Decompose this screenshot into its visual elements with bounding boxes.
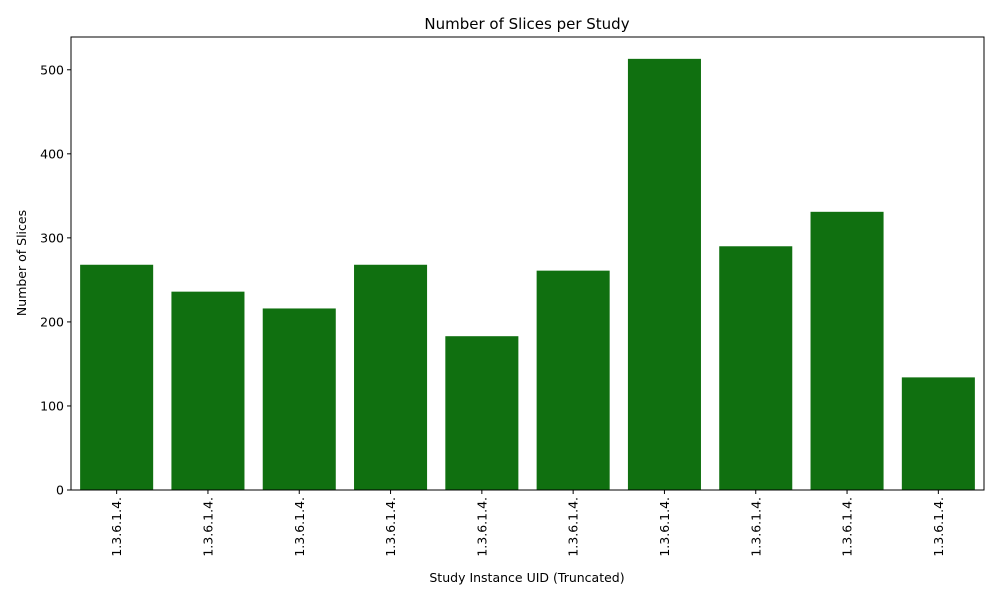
- bar: [262, 308, 336, 490]
- x-tick-label: 1.3.6.1.4.: [748, 497, 763, 557]
- y-tick-label: 200: [40, 314, 64, 329]
- chart-title: Number of Slices per Study: [424, 15, 629, 33]
- bar: [810, 211, 884, 490]
- bar: [80, 264, 154, 490]
- x-tick-label: 1.3.6.1.4.: [840, 497, 855, 557]
- x-tick-label: 1.3.6.1.4.: [383, 497, 398, 557]
- y-tick-label: 500: [40, 62, 64, 77]
- bar: [445, 336, 519, 490]
- bar: [719, 246, 793, 490]
- plot-frame: [70, 36, 985, 491]
- x-axis-label: Study Instance UID (Truncated): [429, 570, 624, 585]
- bar: [627, 58, 701, 491]
- y-axis: 0 100 200 300 400 500: [40, 62, 71, 498]
- x-tick-label: 1.3.6.1.4.: [292, 497, 307, 557]
- bar: [354, 264, 428, 490]
- y-tick-label: 400: [40, 146, 64, 161]
- y-tick-label: 0: [56, 483, 64, 498]
- x-axis: 1.3.6.1.4. 1.3.6.1.4. 1.3.6.1.4. 1.3.6.1.4.…: [109, 490, 946, 557]
- x-tick-label: 1.3.6.1.4.: [931, 497, 946, 557]
- y-axis-label: Number of Slices: [14, 210, 29, 316]
- bars-group: [80, 58, 975, 491]
- y-tick-label: 300: [40, 230, 64, 245]
- x-tick-label: 1.3.6.1.4.: [200, 497, 215, 557]
- x-tick-label: 1.3.6.1.4.: [109, 497, 124, 557]
- x-tick-label: 1.3.6.1.4.: [657, 497, 672, 557]
- bar: [901, 377, 975, 490]
- y-tick-label: 100: [40, 398, 64, 413]
- x-tick-label: 1.3.6.1.4.: [474, 497, 489, 557]
- bar: [536, 270, 610, 490]
- x-tick-label: 1.3.6.1.4.: [566, 497, 581, 557]
- bar: [171, 291, 245, 490]
